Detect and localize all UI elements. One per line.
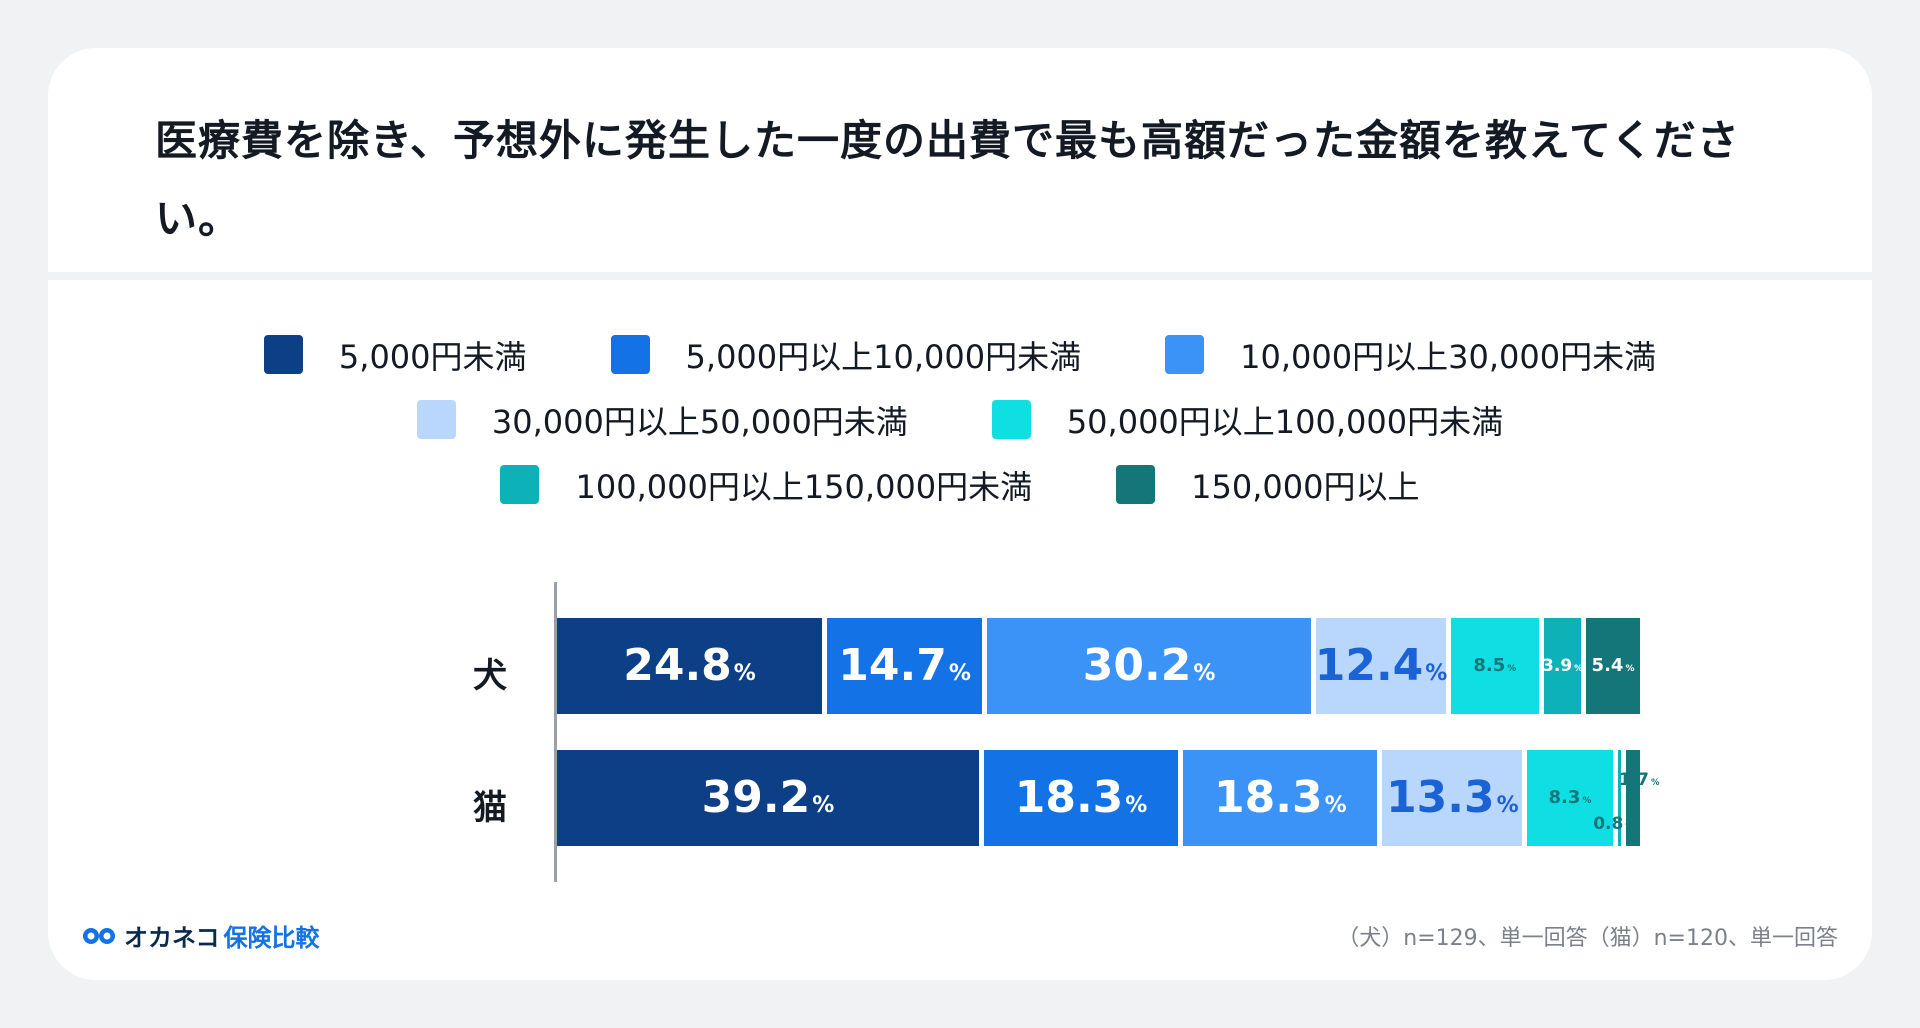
legend-swatch: [1165, 335, 1205, 374]
data-label: 13.3%: [1386, 772, 1519, 823]
legend: 5,000円未満 5,000円以上10,000円未満 10,000円以上30,0…: [0, 322, 1920, 517]
legend-label: 50,000円以上100,000円未満: [1066, 402, 1504, 441]
legend-label: 30,000円以上50,000円未満: [491, 402, 908, 441]
legend-label: 5,000円未満: [338, 337, 527, 376]
legend-item-6: 150,000円以上: [1116, 462, 1420, 508]
legend-swatch: [500, 465, 540, 504]
legend-swatch: [416, 400, 456, 439]
data-label: 24.8%: [623, 640, 756, 691]
data-label: 5.4%: [1591, 655, 1635, 676]
legend-swatch: [1116, 465, 1156, 504]
legend-item-1: 5,000円以上10,000円未満: [610, 332, 1082, 378]
data-label: 12.4%: [1314, 640, 1448, 691]
sample-size-note: （犬）n=129、単一回答（猫）n=120、単一回答: [1337, 926, 1838, 951]
bar-segment: [557, 750, 979, 846]
data-label: 1.7%: [1618, 770, 1660, 790]
legend-row-2: 30,000円以上50,000円未満 50,000円以上100,000円未満: [0, 387, 1920, 452]
bar-segment: [1543, 618, 1582, 714]
legend-item-2: 10,000円以上30,000円未満: [1165, 332, 1656, 378]
legend-row-3: 100,000円以上150,000円未満 150,000円以上: [0, 452, 1920, 517]
legend-swatch: [991, 400, 1031, 439]
bar-segment: [983, 750, 1179, 846]
header: 医療費を除き、予想外に発生した一度の出費で最も高額だった金額を教えてください。: [48, 48, 1872, 280]
chart-title: 医療費を除き、予想外に発生した一度の出費で最も高額だった金額を教えてください。: [155, 116, 1740, 243]
bar-segment: [1183, 750, 1378, 846]
legend-row-1: 5,000円未満 5,000円以上10,000円未満 10,000円以上30,0…: [0, 322, 1920, 387]
legend-swatch: [610, 335, 650, 374]
data-label: 18.3%: [1214, 772, 1347, 823]
legend-swatch: [263, 335, 303, 374]
category-label-cat: 猫: [473, 788, 507, 828]
bar-segment: [1586, 618, 1640, 714]
data-label: 8.5%: [1473, 655, 1517, 676]
brand-logo: オカネコ 保険比較: [82, 918, 320, 953]
legend-item-5: 100,000円以上150,000円未満: [500, 462, 1032, 508]
data-label: 14.7%: [838, 640, 971, 691]
category-label-dog: 犬: [473, 656, 507, 696]
data-label: 39.2%: [701, 772, 835, 823]
bar-segment: [1617, 750, 1622, 846]
data-label: 30.2%: [1082, 640, 1216, 691]
bar-segment: [1382, 750, 1523, 846]
bar-segment: [1527, 750, 1613, 846]
bar-segment: [1626, 750, 1640, 846]
y-axis-line: [554, 582, 557, 882]
legend-label: 150,000円以上: [1191, 467, 1420, 506]
bar-segment: [557, 618, 823, 714]
brand-sub: 保険比較: [223, 924, 320, 952]
bar-segment: [827, 618, 983, 714]
legend-item-0: 5,000円未満: [263, 332, 527, 378]
legend-item-3: 30,000円以上50,000円未満: [416, 397, 908, 443]
data-label: 3.9%: [1542, 655, 1583, 676]
bar-segment: [1316, 618, 1447, 714]
data-label: 18.3%: [1014, 772, 1148, 823]
legend-label: 5,000円以上10,000円未満: [685, 337, 1082, 376]
okaneko-logo-icon: [82, 925, 116, 947]
bar-segment: [987, 618, 1312, 714]
bar-segment: [1451, 618, 1539, 714]
legend-item-4: 50,000円以上100,000円未満: [991, 397, 1504, 443]
legend-label: 10,000円以上30,000円未満: [1240, 337, 1657, 376]
legend-label: 100,000円以上150,000円未満: [575, 467, 1033, 506]
brand-main: オカネコ: [124, 924, 220, 952]
data-label: 8.3%: [1548, 787, 1592, 808]
